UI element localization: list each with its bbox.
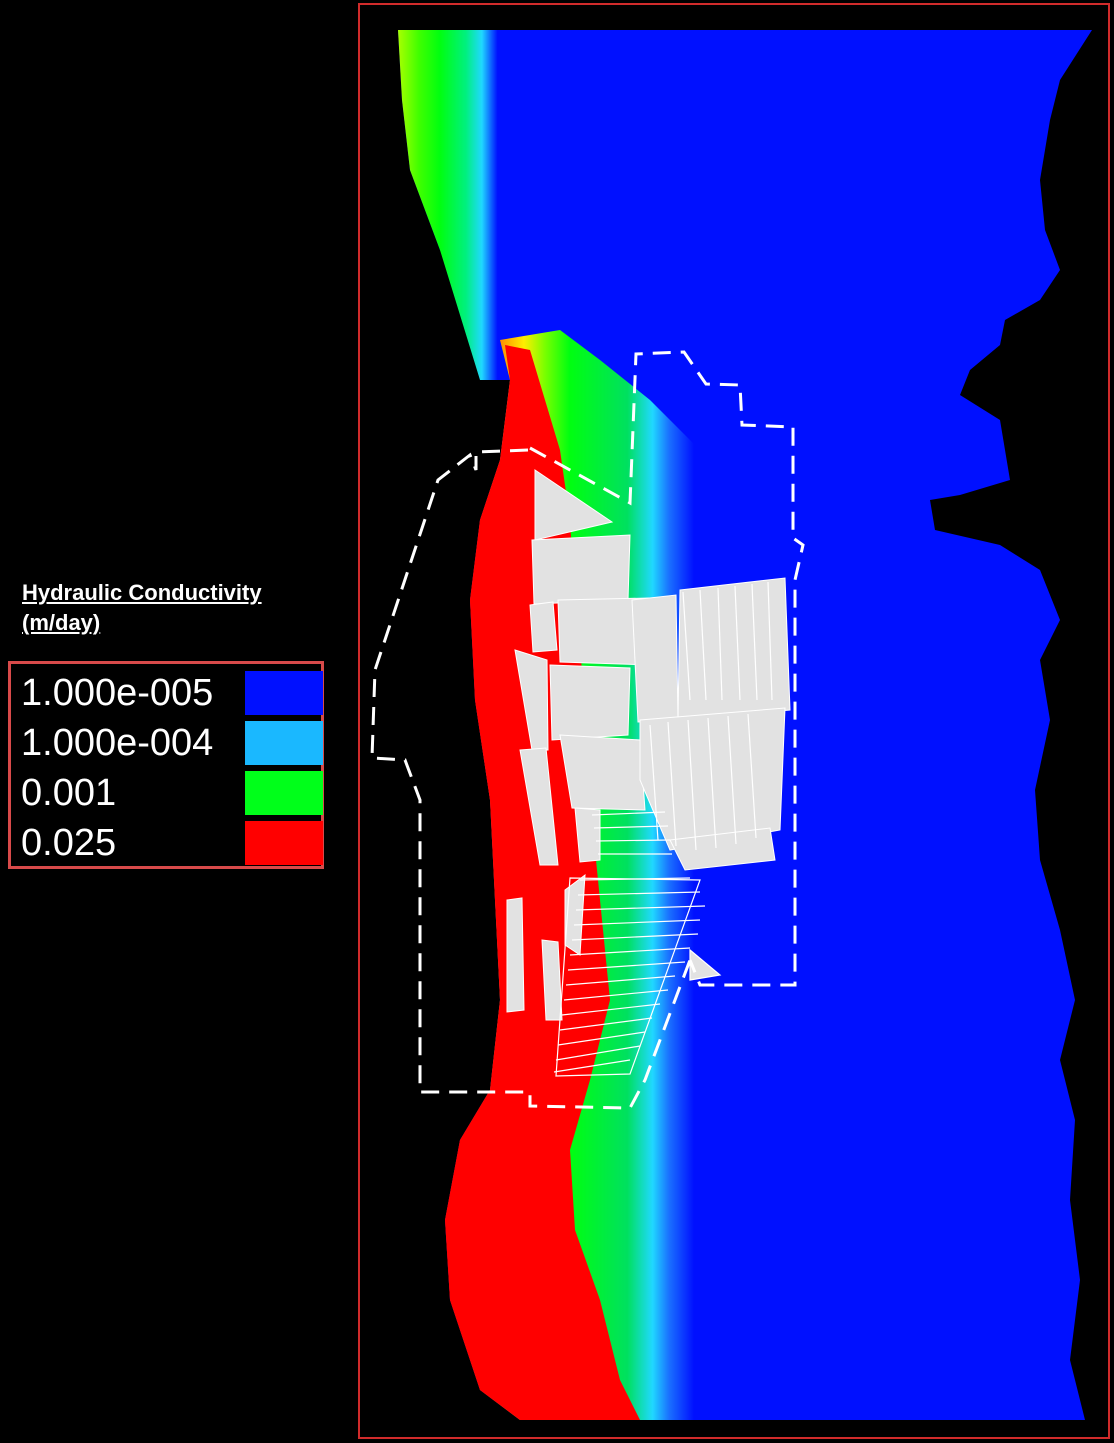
working-block — [669, 827, 776, 871]
legend-label: 0.001 — [21, 772, 117, 814]
lease-boundary-east — [529, 350, 805, 987]
legend-unit-line: (m/day) — [22, 610, 101, 635]
legend-label: 1.000e-004 — [21, 722, 214, 764]
legend-title-line: Hydraulic Conductivity — [22, 580, 262, 605]
working-block — [514, 649, 549, 751]
working-block — [574, 807, 601, 863]
working-block — [531, 534, 631, 605]
legend-entry: 0.001 — [11, 768, 323, 818]
working-block — [677, 577, 791, 721]
working-block — [549, 664, 631, 741]
legend-entry: 1.000e-004 — [11, 718, 323, 768]
legend-swatch — [245, 721, 323, 765]
working-block — [534, 469, 614, 541]
lease-boundary-west — [370, 448, 692, 1110]
legend-swatch — [245, 821, 323, 865]
high-conductivity-zone — [445, 345, 640, 1420]
longwall-panels — [553, 581, 773, 1077]
north-conductivity-band — [398, 30, 660, 380]
working-block — [529, 601, 558, 653]
working-block — [519, 747, 559, 866]
working-block — [631, 594, 679, 723]
working-block — [559, 734, 646, 811]
mine-workings — [506, 469, 791, 1021]
legend-entry: 0.025 — [11, 818, 323, 868]
legend-label: 1.000e-005 — [21, 672, 214, 714]
working-block — [541, 939, 563, 1021]
legend-entry: 1.000e-005 — [11, 668, 323, 718]
working-block — [506, 897, 525, 1013]
legend-box: 1.000e-005 1.000e-004 0.001 0.025 — [8, 661, 324, 869]
legend-swatch — [245, 671, 323, 715]
legend-title: Hydraulic Conductivity (m/day) — [22, 578, 262, 638]
legend-swatch — [245, 771, 323, 815]
legend-label: 0.025 — [21, 822, 117, 864]
